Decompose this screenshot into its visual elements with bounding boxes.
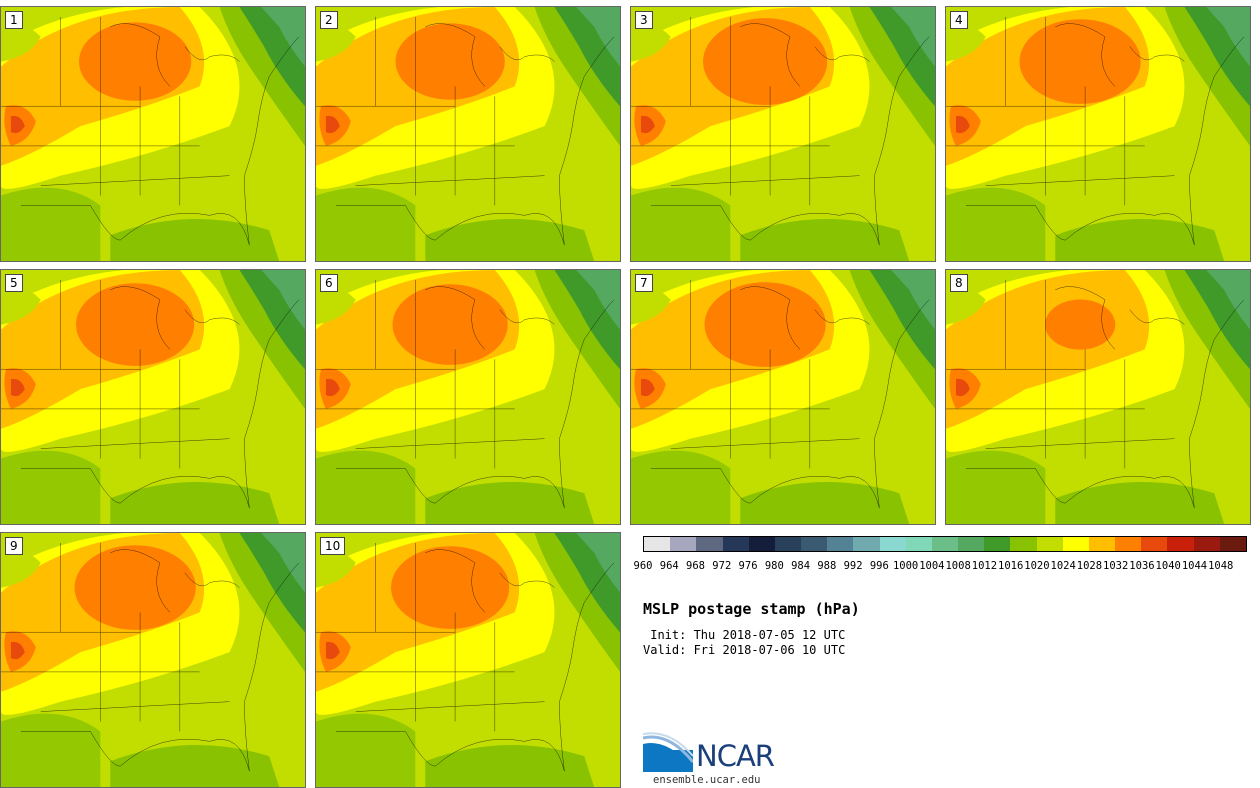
map-panel-6: 6: [315, 269, 621, 525]
colorbar-swatch: [1141, 537, 1168, 551]
colorbar-tick-label: 972: [712, 560, 732, 572]
colorbar-swatch: [1088, 537, 1116, 551]
panel-label: 1: [5, 11, 23, 29]
colorbar-swatch: [879, 537, 906, 551]
colorbar-tick-label: 1048: [1208, 560, 1234, 572]
colorbar-tick-label: 1004: [919, 560, 945, 572]
colorbar-tick-label: 1008: [945, 560, 971, 572]
colorbar-ticks: 960 964 968 972 976 980 984 988 992 996 1000 1004 10…: [634, 560, 1254, 574]
init-time: Init: Thu 2018-07-05 12 UTC: [643, 628, 846, 642]
colorbar-swatch: [1167, 537, 1194, 551]
colorbar-tick-label: 1036: [1129, 560, 1155, 572]
colorbar-tick-label: 980: [764, 560, 784, 572]
colorbar-tick-label: 1032: [1103, 560, 1129, 572]
ncar-logo-icon: [643, 732, 693, 772]
colorbar-swatch: [1062, 537, 1089, 551]
valid-time: Valid: Fri 2018-07-06 10 UTC: [643, 643, 846, 657]
colorbar-tick-label: 992: [843, 560, 863, 572]
colorbar-swatch: [905, 537, 932, 551]
colorbar-swatch: [1010, 537, 1037, 551]
colorbar-tick-label: 1028: [1076, 560, 1103, 572]
map-panel-5: 5: [0, 269, 306, 525]
colorbar-tick-label: 968: [686, 560, 705, 572]
colorbar-swatch: [644, 537, 671, 551]
map-panel-10: 10: [315, 532, 621, 788]
colorbar-swatch: [853, 537, 880, 551]
colorbar-tick-label: 1020: [1024, 560, 1050, 572]
colorbar-swatch: [1036, 537, 1063, 551]
colorbar-tick-label: 1024: [1050, 560, 1076, 572]
map-panel-1: 1: [0, 6, 306, 262]
colorbar-swatch: [931, 537, 959, 551]
colorbar-swatch: [801, 537, 828, 551]
colorbar-tick-label: 976: [738, 560, 758, 572]
figure-title: MSLP postage stamp (hPa): [643, 600, 860, 618]
panel-label: 10: [320, 537, 346, 555]
colorbar-swatch: [774, 537, 802, 551]
colorbar-tick-label: 984: [791, 560, 811, 572]
ensemble-url: ensemble.ucar.edu: [653, 774, 761, 786]
colorbar-tick-label: 1044: [1181, 560, 1208, 572]
panel-label: 5: [5, 274, 23, 292]
map-panel-8: 8: [945, 269, 1251, 525]
panel-label: 7: [635, 274, 653, 292]
colorbar-swatch: [1193, 537, 1220, 551]
panel-label: 6: [320, 274, 338, 292]
map-panel-9: 9: [0, 532, 306, 788]
colorbar-swatch: [1115, 537, 1142, 551]
map-panel-4: 4: [945, 6, 1251, 262]
panel-label: 3: [635, 11, 653, 29]
colorbar-tick-label: 1016: [997, 560, 1024, 572]
colorbar-tick-label: 988: [817, 560, 837, 572]
colorbar-swatch: [670, 537, 697, 551]
panel-label: 4: [950, 11, 968, 29]
panel-label: 8: [950, 274, 968, 292]
colorbar-tick-label: 1040: [1155, 560, 1181, 572]
panel-label: 2: [320, 11, 338, 29]
colorbar-swatch: [722, 537, 749, 551]
colorbar-tick-label: 1000: [892, 560, 919, 572]
panel-label: 9: [5, 537, 23, 555]
colorbar-swatch: [748, 537, 775, 551]
colorbar-swatch: [827, 537, 854, 551]
colorbar-swatch: [1219, 537, 1246, 551]
colorbar-tick-label: 960: [633, 560, 653, 572]
colorbar-swatch: [958, 537, 985, 551]
colorbar-tick-label: 964: [659, 560, 679, 572]
map-panel-3: 3: [630, 6, 936, 262]
map-panel-2: 2: [315, 6, 621, 262]
colorbar-swatch: [696, 537, 723, 551]
colorbar-tick-label: 996: [869, 560, 889, 572]
colorbar-tick-label: 1012: [971, 560, 998, 572]
ncar-logo-text: NCAR: [696, 739, 775, 773]
colorbar: [643, 536, 1247, 552]
colorbar-swatch: [984, 537, 1011, 551]
map-panel-7: 7: [630, 269, 936, 525]
